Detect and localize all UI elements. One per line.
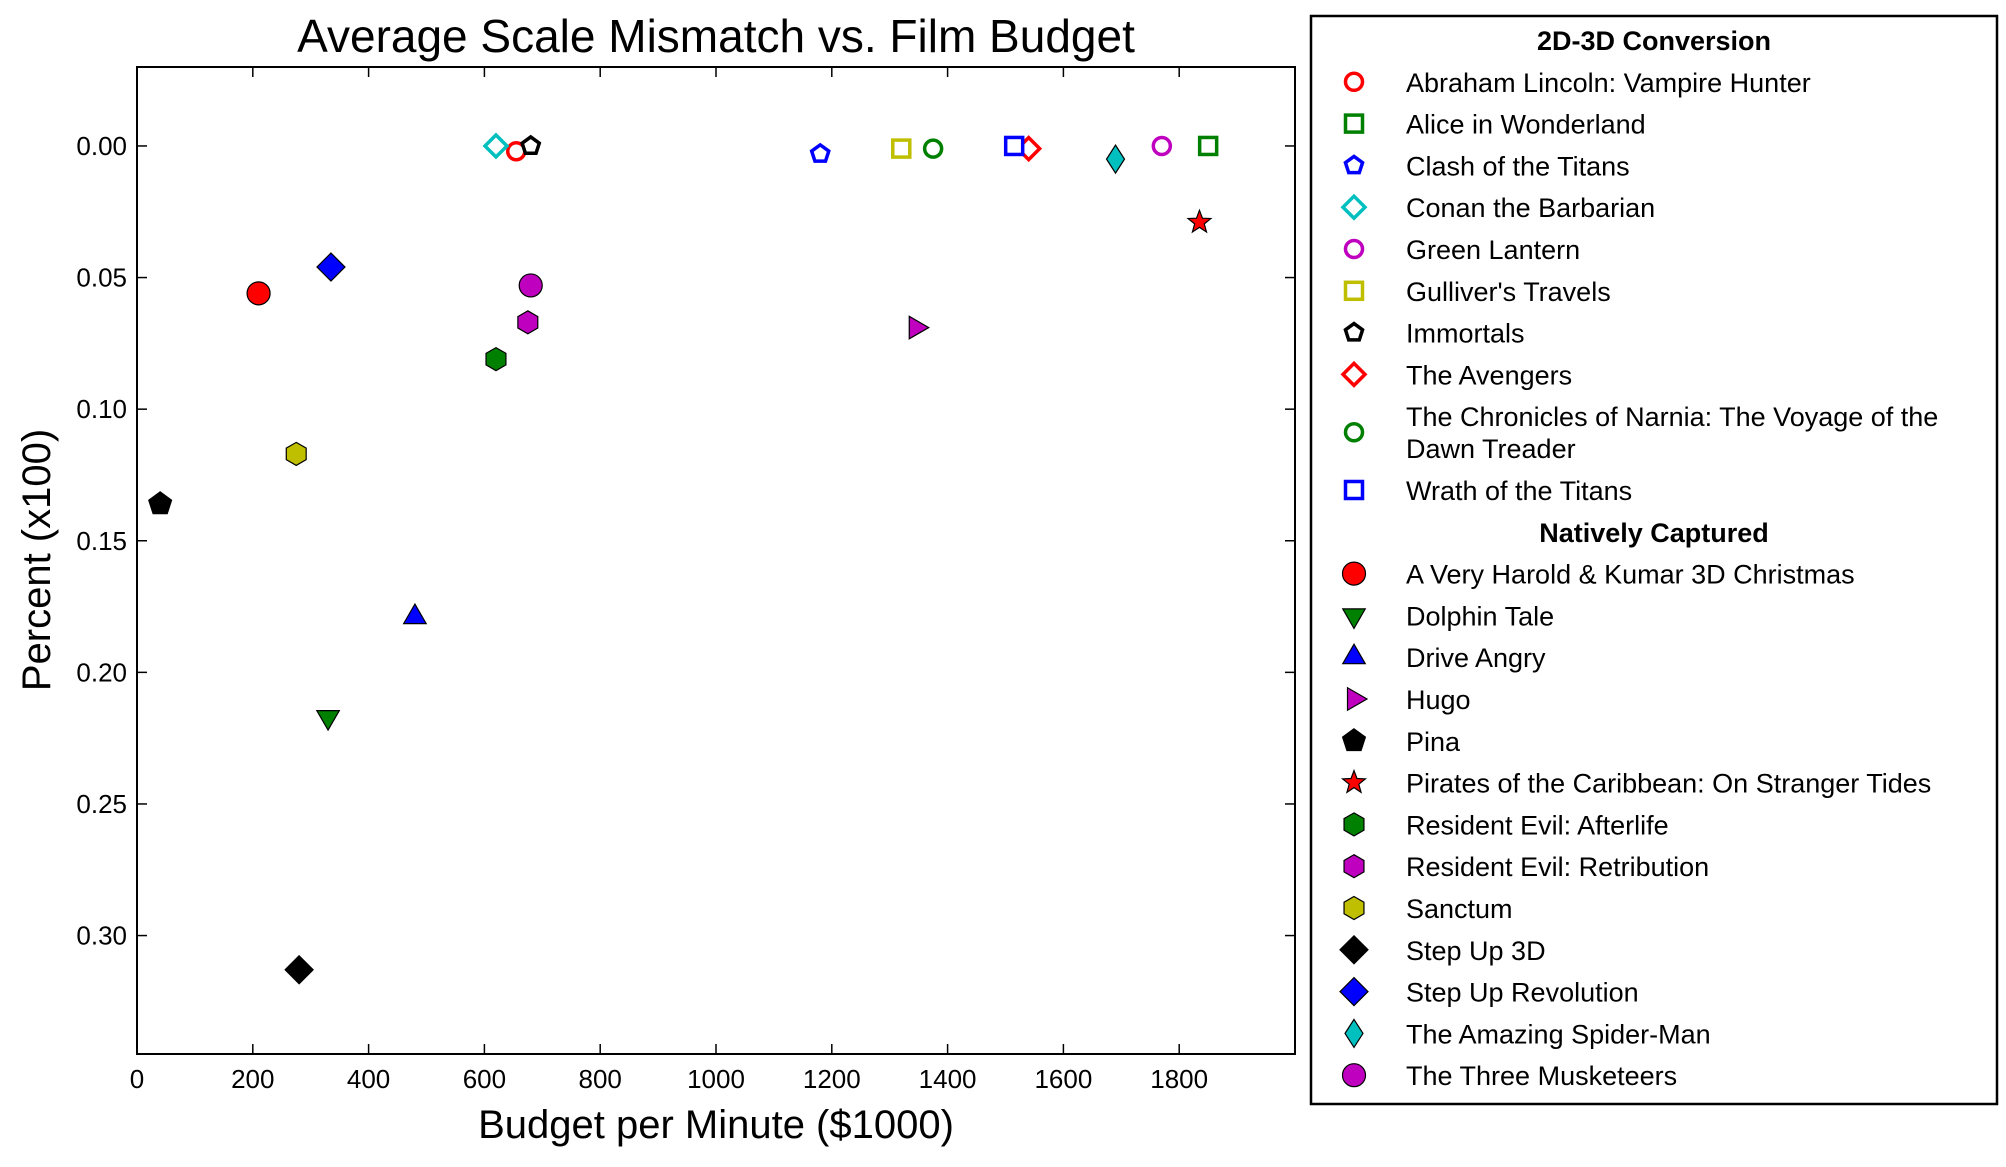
- x-tick-label: 1000: [687, 1064, 745, 1094]
- point-drive-angry: [402, 602, 428, 625]
- legend-label-conan-the-barbarian: Conan the Barbarian: [1406, 193, 1655, 223]
- x-tick-label: 1600: [1034, 1064, 1092, 1094]
- point-hugo: [908, 315, 930, 340]
- legend-label-the-chronicles-of-narnia-the-voyage-of-the-dawn-treader: The Chronicles of Narnia: The Voyage of …: [1406, 402, 1938, 464]
- point-the-amazing-spider-man: [1105, 144, 1126, 175]
- legend-label-gulliver-s-travels: Gulliver's Travels: [1406, 277, 1611, 307]
- x-tick-label: 1800: [1150, 1064, 1208, 1094]
- legend-marker-the-chronicles-of-narnia-the-voyage-of-the-dawn-treader: [1343, 421, 1365, 443]
- legend-marker-resident-evil-afterlife: [1343, 812, 1365, 837]
- x-axis-label: Budget per Minute ($1000): [478, 1103, 954, 1147]
- legend-group-heading: 2D-3D Conversion: [1537, 26, 1771, 56]
- point-clash-of-the-titans: [809, 142, 831, 163]
- point-green-lantern: [1151, 135, 1173, 157]
- point-conan-the-barbarian: [482, 132, 510, 160]
- legend-frame: [1309, 14, 1999, 1106]
- point-wrath-of-the-titans: [1003, 135, 1025, 157]
- legend-marker-sanctum: [1343, 895, 1365, 921]
- legend-label-a-very-harold-kumar-3d-christmas: A Very Harold & Kumar 3D Christmas: [1406, 560, 1855, 590]
- legend-marker-resident-evil-retribution: [1343, 854, 1365, 879]
- y-axis: 0.00 0.05 0.10 0.15 0.20 0.25 0.30: [76, 131, 1295, 951]
- y-tick-label: 0.25: [76, 789, 127, 819]
- legend-label-abraham-lincoln-vampire-hunter: Abraham Lincoln: Vampire Hunter: [1406, 68, 1811, 98]
- legend-label-green-lantern: Green Lantern: [1406, 235, 1580, 265]
- legend-label-resident-evil-afterlife: Resident Evil: Afterlife: [1406, 810, 1669, 840]
- x-tick-label: 1200: [803, 1064, 861, 1094]
- point-resident-evil-afterlife: [485, 346, 507, 372]
- legend-marker-the-three-musketeers: [1341, 1063, 1367, 1088]
- legend-label-alice-in-wonderland: Alice in Wonderland: [1406, 110, 1646, 140]
- legend-marker-the-avengers: [1340, 360, 1368, 388]
- legend-marker-wrath-of-the-titans: [1343, 479, 1365, 501]
- point-immortals: [520, 134, 542, 155]
- legend-label-the-avengers: The Avengers: [1406, 360, 1572, 390]
- x-tick-label: 1400: [919, 1064, 977, 1094]
- point-step-up-3d: [284, 954, 314, 985]
- point-pina: [148, 491, 173, 515]
- legend-label-clash-of-the-titans: Clash of the Titans: [1406, 151, 1630, 181]
- point-alice-in-wonderland: [1197, 135, 1219, 157]
- point-step-up-revolution: [316, 252, 346, 282]
- y-tick-label: 0.05: [76, 263, 127, 293]
- legend-label-sanctum: Sanctum: [1406, 894, 1513, 924]
- y-tick-label: 0.15: [76, 526, 127, 556]
- legend-label-the-three-musketeers: The Three Musketeers: [1406, 1061, 1677, 1091]
- legend-marker-pirates-of-the-caribbean-on-stranger-tides: [1340, 768, 1368, 794]
- legend-marker-pina: [1341, 728, 1367, 752]
- legend-label-pirates-of-the-caribbean-on-stranger-tides: Pirates of the Caribbean: On Stranger Ti…: [1406, 769, 1931, 799]
- legend-label-wrath-of-the-titans: Wrath of the Titans: [1406, 476, 1632, 506]
- data-points: [148, 132, 1219, 985]
- legend-marker-gulliver-s-travels: [1343, 280, 1365, 302]
- legend-marker-abraham-lincoln-vampire-hunter: [1343, 71, 1365, 93]
- legend-label-dolphin-tale: Dolphin Tale: [1406, 601, 1554, 631]
- legend-items: 2D-3D Conversion Abraham Lincoln: Vampire…: [1339, 26, 1938, 1091]
- legend-marker-hugo: [1346, 686, 1369, 712]
- legend-marker-step-up-3d: [1339, 934, 1369, 965]
- legend-label-step-up-revolution: Step Up Revolution: [1406, 978, 1639, 1008]
- legend-label-the-amazing-spider-man: The Amazing Spider-Man: [1406, 1019, 1711, 1049]
- legend: 2D-3D Conversion Abraham Lincoln: Vampire…: [1309, 14, 1999, 1106]
- x-axis: 0 200 400 600 800 1000 1200 1400 1600 1800: [130, 67, 1208, 1094]
- x-tick-label: 800: [579, 1064, 622, 1094]
- legend-marker-alice-in-wonderland: [1343, 113, 1365, 134]
- point-a-very-harold-kumar-3d-christmas: [246, 281, 271, 306]
- legend-marker-step-up-revolution: [1339, 976, 1369, 1007]
- legend-marker-green-lantern: [1343, 238, 1365, 260]
- legend-label-resident-evil-retribution: Resident Evil: Retribution: [1406, 852, 1709, 882]
- legend-marker-dolphin-tale: [1341, 608, 1367, 630]
- legend-label-pina: Pina: [1406, 727, 1461, 757]
- point-dolphin-tale: [315, 709, 341, 732]
- point-gulliver-s-travels: [891, 138, 912, 159]
- point-pirates-of-the-caribbean-on-stranger-tides: [1186, 208, 1213, 234]
- point-the-chronicles-of-narnia-the-voyage-of-the-dawn-treader: [922, 138, 944, 159]
- legend-marker-the-amazing-spider-man: [1344, 1018, 1364, 1049]
- chart-title: Average Scale Mismatch vs. Film Budget: [297, 10, 1135, 62]
- x-tick-label: 200: [231, 1064, 274, 1094]
- point-sanctum: [285, 441, 307, 467]
- x-tick-label: 600: [463, 1064, 506, 1094]
- legend-marker-a-very-harold-kumar-3d-christmas: [1341, 561, 1367, 586]
- legend-marker-immortals: [1343, 321, 1365, 342]
- legend-label-immortals: Immortals: [1406, 319, 1525, 349]
- legend-label-hugo: Hugo: [1406, 685, 1471, 715]
- point-resident-evil-retribution: [517, 310, 539, 335]
- legend-label-drive-angry: Drive Angry: [1406, 643, 1546, 673]
- legend-label-step-up-3d: Step Up 3D: [1406, 936, 1546, 966]
- y-tick-label: 0.30: [76, 921, 127, 951]
- legend-marker-drive-angry: [1341, 643, 1367, 665]
- plot-area-frame: [136, 66, 1296, 1055]
- legend-marker-clash-of-the-titans: [1343, 154, 1365, 175]
- y-tick-label: 0.20: [76, 657, 127, 687]
- legend-group-heading: Natively Captured: [1539, 518, 1769, 548]
- x-tick-label: 400: [347, 1064, 390, 1094]
- y-tick-label: 0.00: [76, 131, 127, 161]
- x-tick-label: 0: [130, 1064, 144, 1094]
- legend-marker-conan-the-barbarian: [1340, 193, 1368, 221]
- point-the-three-musketeers: [518, 273, 543, 298]
- y-tick-label: 0.10: [76, 394, 127, 424]
- y-axis-label: Percent (x100): [15, 429, 59, 691]
